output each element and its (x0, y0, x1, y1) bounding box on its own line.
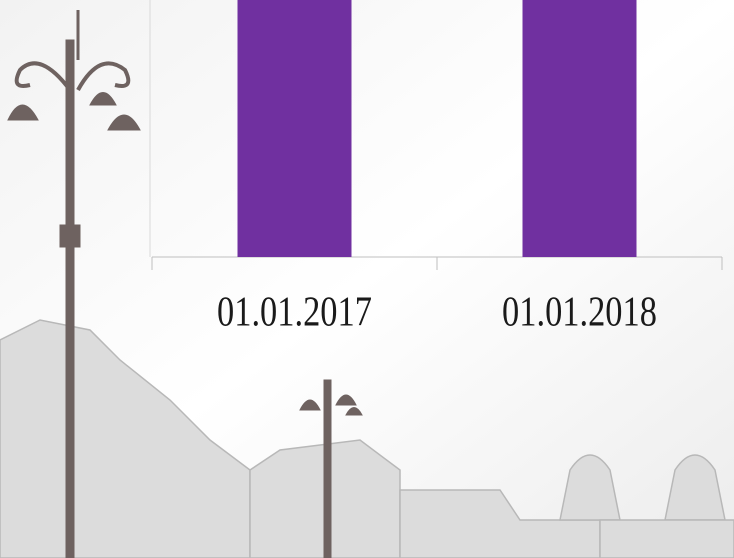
bar (523, 0, 637, 257)
slide: 01.01.2017 01.01.2018 (0, 0, 734, 558)
x-tick-label: 01.01.2017 (217, 290, 372, 336)
page: 01.01.201701.01.2018 (() => { const data… (0, 0, 734, 558)
x-tick-label: 01.01.2018 (502, 290, 657, 336)
bar (238, 0, 352, 257)
